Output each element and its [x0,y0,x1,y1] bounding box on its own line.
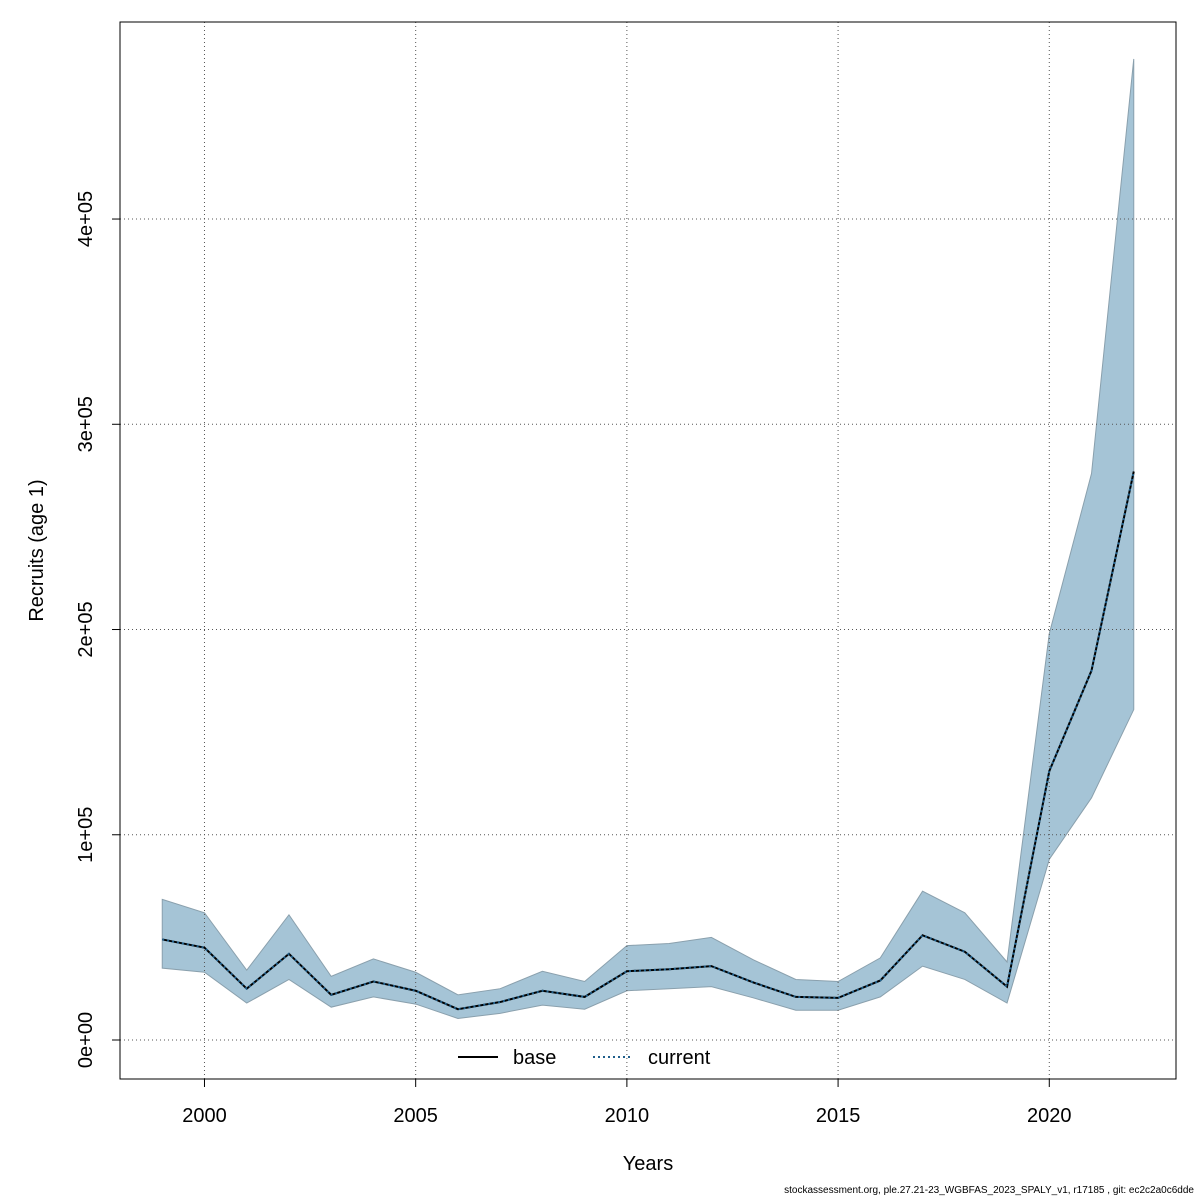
x-axis-title: Years [623,1153,673,1175]
y-tick-label: 1e+05 [75,807,97,863]
confidence-band [161,58,1135,1019]
y-tick-label: 3e+05 [75,396,97,452]
x-tick-label: 2000 [182,1105,227,1127]
grid-layer [120,22,1176,1079]
x-tick-label: 2015 [816,1105,861,1127]
axis-layer: 2000 2005 2010 2015 2020 0e+00 1e+05 2e+05 3e+05… [75,191,1072,1127]
series-line-base [162,471,1135,1011]
x-tick-label: 2020 [1027,1105,1072,1127]
footer-credit: stockassessment.org, ple.27.21-23_WGBFAS… [784,1185,1194,1196]
y-axis-title: Recruits (age 1) [26,479,48,621]
confidence-band-layer [161,58,1135,1019]
legend: base current [458,1047,711,1069]
x-tick-label: 2010 [605,1105,650,1127]
y-tick-label: 2e+05 [75,601,97,657]
plot-frame [119,21,1177,1080]
series-lines-layer [162,471,1135,1011]
y-tick-label: 4e+05 [75,191,97,247]
x-tick-label: 2005 [393,1105,438,1127]
series-line-current [162,471,1135,1011]
legend-label-base: base [513,1047,556,1069]
y-tick-label: 0e+00 [75,1012,97,1068]
legend-label-current: current [648,1047,711,1069]
